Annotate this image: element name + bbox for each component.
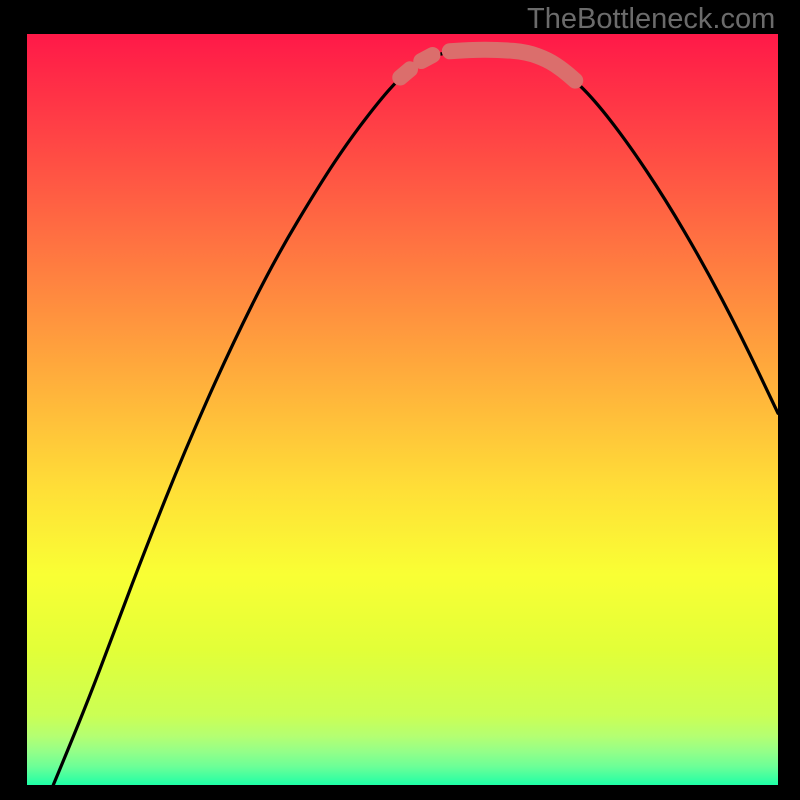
bottleneck-curve-chart [27,34,778,785]
gradient-background [27,34,778,785]
chart-container: TheBottleneck.com [0,0,800,800]
plot-area [27,34,778,785]
highlight-segment-0 [400,69,410,77]
watermark-text: TheBottleneck.com [527,3,775,36]
highlight-segment-1 [421,55,432,61]
